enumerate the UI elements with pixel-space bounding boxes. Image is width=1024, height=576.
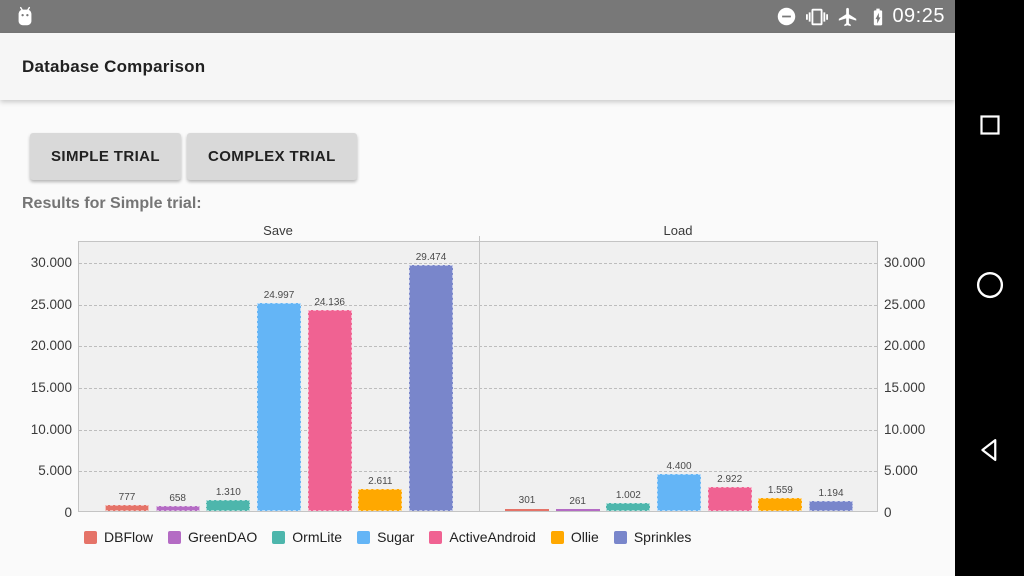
legend-label: GreenDAO [188, 529, 258, 545]
bar-value-label: 24.997 [263, 289, 295, 301]
bar-value-label: 261 [569, 495, 586, 507]
gridline [79, 304, 877, 306]
gridline [79, 471, 877, 473]
bar-value-label: 777 [118, 491, 136, 503]
panel-divider [479, 236, 480, 511]
bar-ormlite-load[interactable] [606, 502, 651, 511]
y-axis-tick-left: 20.000 [30, 338, 72, 354]
y-axis-tick-right: 0 [884, 505, 892, 520]
bar-value-label: 658 [169, 492, 186, 504]
bar-value-label: 1.194 [818, 488, 844, 500]
y-axis-tick-left: 10.000 [30, 421, 72, 437]
y-axis-tick-right: 20.000 [884, 338, 926, 354]
home-button[interactable] [970, 267, 1010, 307]
bar-value-label: 2.922 [717, 473, 743, 485]
status-bar-clock: 09:25 [892, 5, 945, 27]
legend-item-ormlite: OrmLite [272, 529, 342, 545]
legend-label: Sprinkles [633, 529, 692, 545]
legend-swatch [168, 530, 182, 544]
legend-item-dbflow: DBFlow [84, 529, 153, 545]
legend-item-sprinkles: Sprinkles [613, 529, 692, 545]
airplane-mode-icon [837, 6, 859, 28]
recents-icon [978, 113, 1002, 142]
y-axis-tick-right: 25.000 [884, 296, 926, 312]
legend-item-greendao: GreenDAO [168, 529, 257, 545]
legend-label: DBFlow [104, 529, 154, 545]
legend-item-ollie: Ollie [550, 529, 599, 545]
legend-swatch [550, 530, 564, 544]
y-axis-tick-left: 5.000 [38, 463, 72, 479]
legend-swatch [272, 530, 286, 544]
legend-swatch [613, 530, 627, 544]
recents-button[interactable] [970, 107, 1010, 147]
legend-label: Ollie [570, 529, 599, 545]
y-axis-tick-right: 5.000 [884, 463, 918, 479]
bar-sugar-save[interactable] [257, 302, 301, 511]
navigation-bar [955, 0, 1024, 576]
y-axis-tick-right: 10.000 [884, 421, 926, 437]
bar-sprinkles-load[interactable] [809, 501, 853, 511]
bar-value-label: 1.002 [615, 489, 641, 501]
bar-greendao-save[interactable] [155, 505, 200, 511]
gridline [79, 429, 877, 431]
gridline [79, 346, 877, 348]
bar-greendao-load[interactable] [555, 508, 600, 511]
bar-sprinkles-save[interactable] [409, 265, 453, 511]
bar-ormlite-save[interactable] [206, 500, 251, 511]
bar-ollie-load[interactable] [758, 498, 803, 511]
bar-sugar-load[interactable] [657, 474, 701, 511]
y-axis-tick-left: 25.000 [30, 296, 72, 312]
status-bar[interactable]: 09:25 [0, 0, 955, 33]
y-axis-tick-left: 0 [64, 505, 72, 520]
bar-value-label: 1.559 [767, 485, 793, 496]
bar-value-label: 1.310 [215, 487, 241, 499]
android-notification-icon [14, 6, 36, 28]
simple-trial-button[interactable]: SIMPLE TRIAL [30, 133, 181, 180]
legend-label: OrmLite [292, 529, 343, 545]
battery-charging-icon [868, 6, 888, 28]
legend-item-activeandroid: ActiveAndroid [429, 529, 536, 545]
chart-plot[interactable]: 777 658 1.310 24.997 24.136 2.611 29.474 301 261… [78, 236, 878, 512]
legend-label: Sugar [377, 529, 415, 545]
y-axis-tick-left: 30.000 [30, 254, 72, 270]
vibrate-icon [806, 6, 829, 28]
home-icon [975, 270, 1005, 305]
panel-title-load: Load [663, 223, 693, 238]
y-axis-tick-left: 15.000 [30, 379, 72, 395]
results-heading: Results for Simple trial: [22, 195, 202, 212]
do-not-disturb-icon [776, 6, 797, 27]
back-icon [976, 436, 1004, 469]
gridline [79, 387, 877, 389]
complex-trial-button[interactable]: COMPLEX TRIAL [187, 133, 357, 180]
bar-value-label: 29.474 [415, 252, 447, 264]
app-bar: Database Comparison [0, 33, 955, 100]
panel-title-save: Save [263, 223, 293, 238]
legend-swatch [84, 530, 97, 544]
y-axis-tick-right: 30.000 [884, 254, 926, 270]
chart-legend: DBFlow GreenDAO OrmLite Sugar ActiveAndroid O… [84, 529, 884, 545]
bar-value-label: 301 [518, 495, 536, 507]
bar-dbflow-save[interactable] [105, 504, 149, 511]
page-title: Database Comparison [22, 56, 206, 76]
back-button[interactable] [970, 432, 1010, 472]
bar-ollie-save[interactable] [358, 489, 403, 511]
legend-swatch [429, 530, 443, 544]
legend-label: ActiveAndroid [449, 529, 536, 545]
bar-value-label: 2.611 [368, 476, 393, 488]
gridline [79, 262, 877, 264]
bar-activeandroid-load[interactable] [707, 486, 752, 511]
bar-activeandroid-save[interactable] [307, 309, 352, 511]
bar-value-label: 4.400 [666, 461, 692, 473]
bar-value-label: 24.136 [314, 296, 345, 308]
y-axis-tick-right: 15.000 [884, 379, 926, 395]
legend-swatch [357, 530, 371, 544]
legend-item-sugar: Sugar [357, 529, 414, 545]
bar-dbflow-load[interactable] [505, 508, 549, 511]
